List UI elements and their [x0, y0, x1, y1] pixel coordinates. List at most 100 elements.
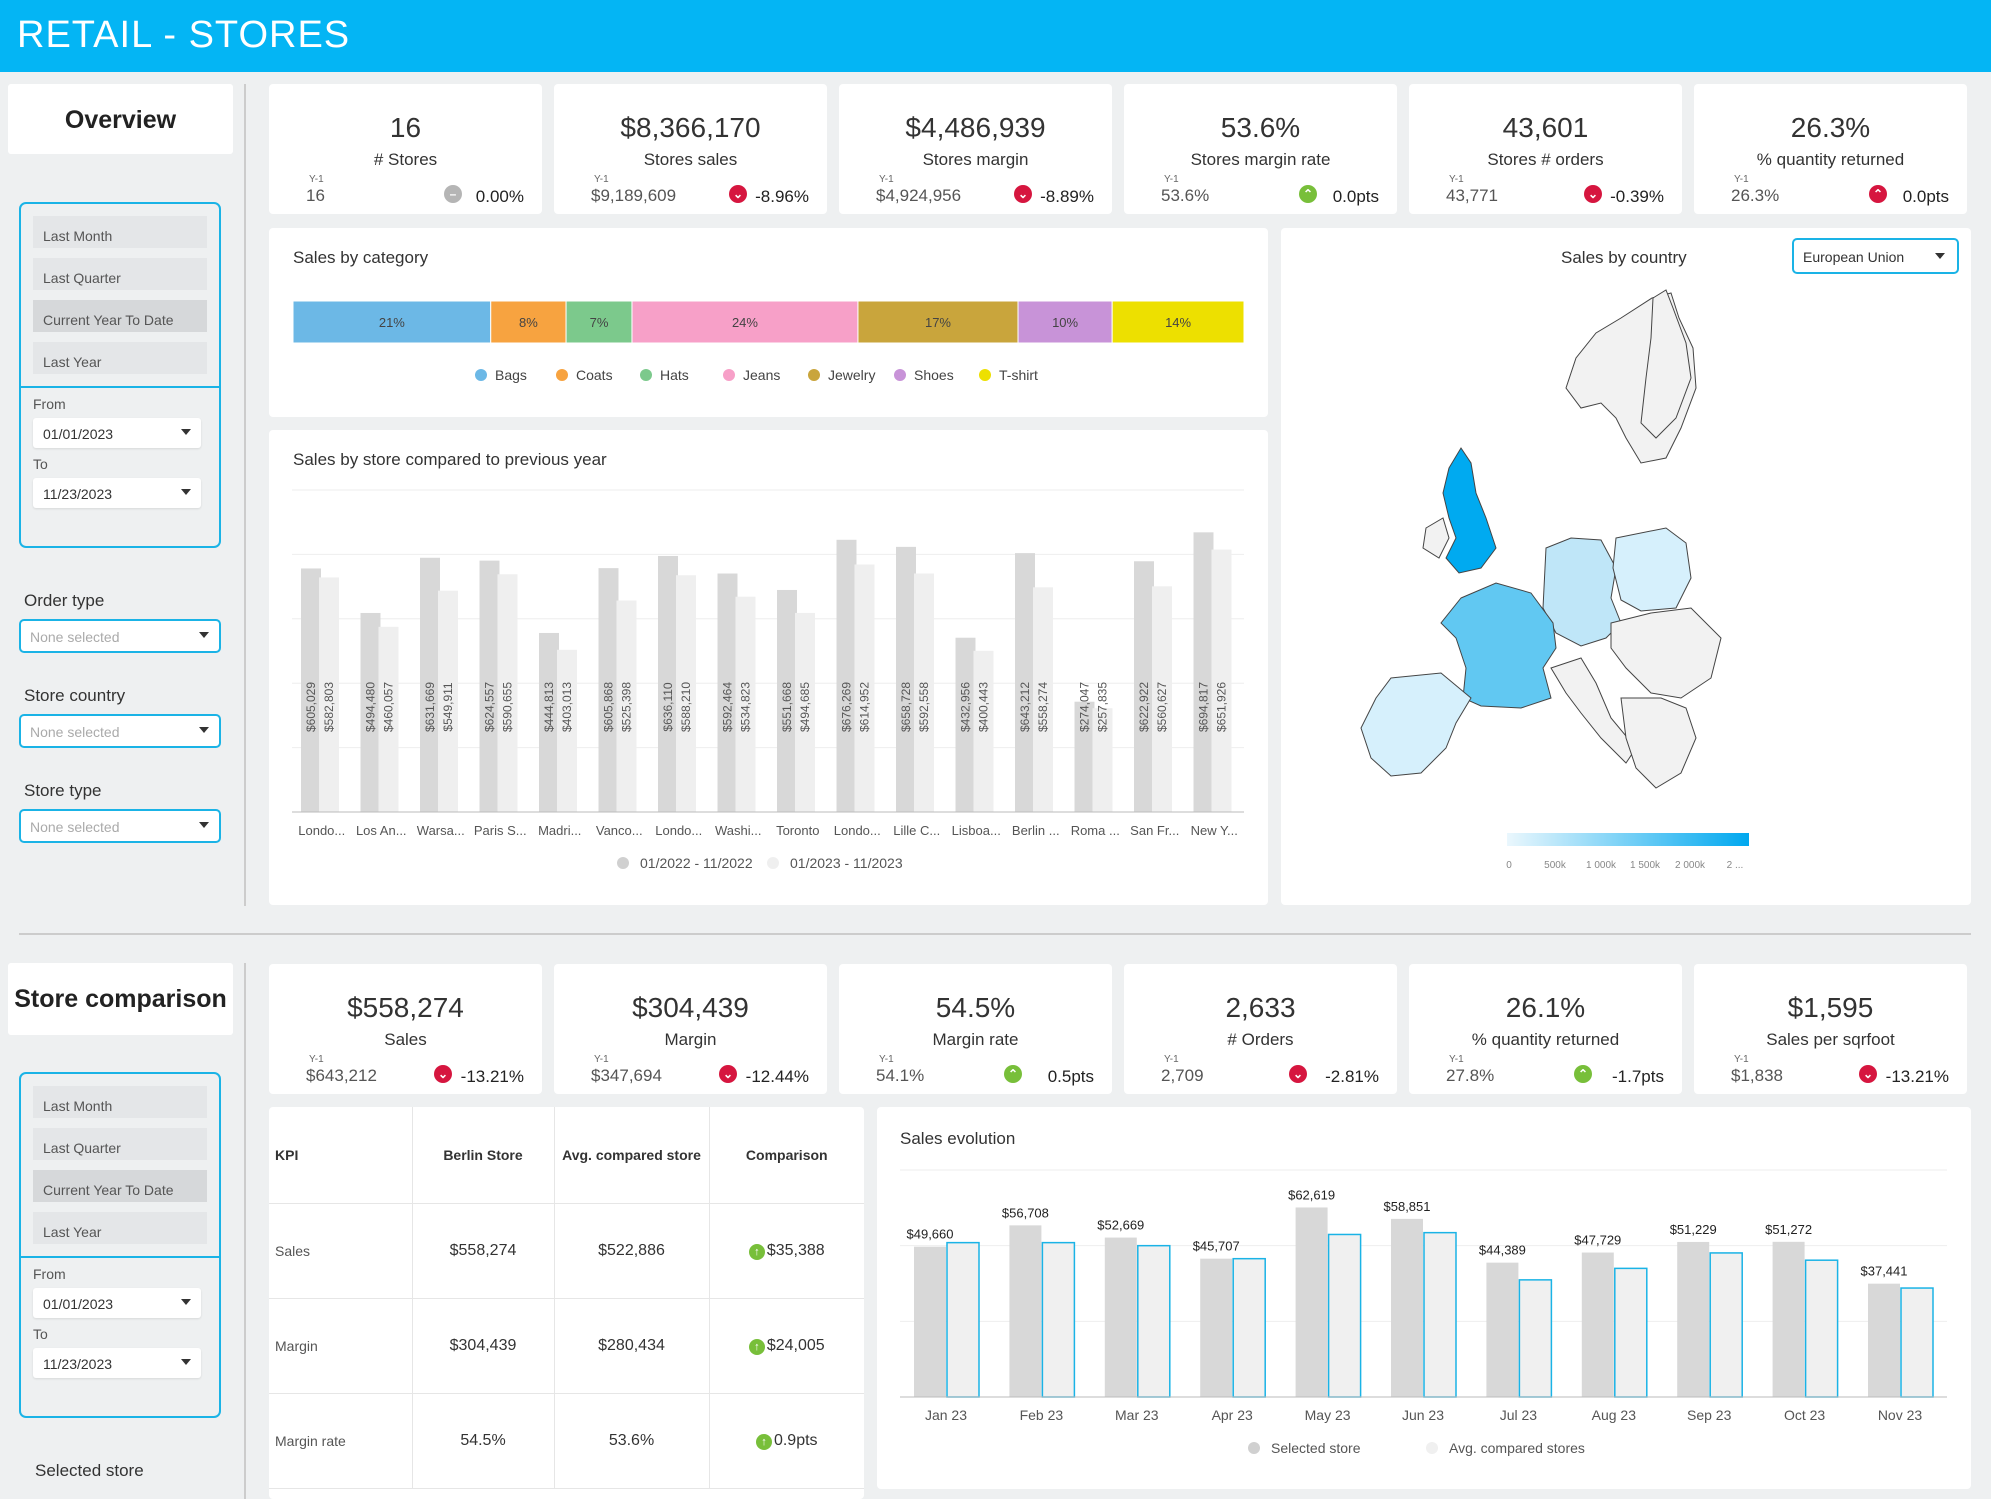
x-tick-label: Madri... — [538, 823, 581, 838]
trend-up-icon: ↑ — [748, 1338, 765, 1355]
store-bar-label: $658,728 — [899, 682, 913, 732]
selected-store-bar — [1295, 1207, 1328, 1397]
trend-up-icon: ↑ — [755, 1433, 772, 1450]
to-date-picker[interactable]: 11/23/2023 — [33, 478, 201, 508]
to-label: To — [33, 1326, 48, 1342]
kpi-change: 0.5pts — [1047, 1067, 1094, 1086]
table-header-cell: Comparison — [745, 1146, 828, 1163]
current-year-to-date-button[interactable]: Current Year To Date — [33, 300, 207, 332]
x-tick-label: Jan 23 — [925, 1407, 967, 1423]
store-bar-label: $588,210 — [679, 682, 693, 732]
category-segment-bags — [292, 300, 492, 344]
avg-store-bar — [1423, 1231, 1457, 1398]
selected-store-bar — [1581, 1252, 1614, 1397]
category-segment-label: 14% — [1165, 315, 1191, 330]
store-bar — [1211, 549, 1232, 812]
trend-down-icon: ⌄ — [729, 185, 747, 203]
legend-label: Avg. compared stores — [1449, 1440, 1585, 1456]
order-type-select[interactable]: None selected — [19, 619, 221, 653]
kpi-card: 2,633 # Orders Y-1 2,709 ⌄ -2.81% — [1124, 964, 1397, 1094]
store-bar-label: $525,398 — [620, 682, 634, 732]
x-tick-label: Feb 23 — [1020, 1407, 1064, 1423]
kpi-change: -2.81% — [1325, 1067, 1379, 1086]
current-year-to-date-button[interactable]: Current Year To Date — [33, 1170, 207, 1202]
from-date-value: 01/01/2023 — [43, 426, 114, 442]
avg-store-bar — [1900, 1287, 1934, 1398]
europe-map[interactable] — [1281, 228, 1971, 905]
store-bar — [854, 564, 875, 812]
section-divider — [19, 933, 1971, 935]
x-tick-label: Londo... — [655, 823, 702, 838]
comparison-value: $24,005 — [766, 1336, 825, 1354]
store-bar-label: $590,655 — [501, 682, 515, 732]
filter-divider — [21, 386, 219, 388]
store-country-label: Store country — [24, 686, 126, 705]
from-date-picker[interactable]: 01/01/2023 — [33, 418, 201, 448]
sales-by-store-title: Sales by store compared to previous year — [293, 450, 607, 469]
comparison-date-filter: Last Month Last Quarter Current Year To … — [19, 1072, 221, 1418]
bar-value-label: $47,729 — [1574, 1233, 1621, 1248]
kpi-prev-year-label: Y-1 — [1734, 1054, 1749, 1065]
scale-tick-label: 2 ... — [1727, 860, 1744, 871]
table-header-cell: Avg. compared store — [554, 1107, 710, 1203]
store-bar-label: $400,443 — [977, 682, 991, 732]
last-month-button[interactable]: Last Month — [33, 216, 207, 248]
store-country-select[interactable]: None selected — [19, 714, 221, 748]
store-bar — [557, 649, 577, 812]
kpi-prev-year-value: $9,189,609 — [591, 186, 677, 205]
last-quarter-button[interactable]: Last Quarter — [33, 1128, 207, 1160]
store-bar-label: $622,922 — [1137, 682, 1151, 732]
legend-label: Jeans — [743, 367, 780, 383]
from-date-picker[interactable]: 01/01/2023 — [33, 1288, 201, 1318]
selected-store-label: Selected store — [35, 1461, 144, 1480]
store-bar-label: $494,480 — [364, 682, 378, 732]
category-segment-label: 10% — [1052, 315, 1078, 330]
kpi-prev-year-label: Y-1 — [309, 174, 324, 185]
sales-by-category-title: Sales by category — [293, 248, 429, 267]
last-quarter-button[interactable]: Last Quarter — [33, 258, 207, 290]
kpi-value: 16 — [389, 112, 422, 143]
store-type-select[interactable]: None selected — [19, 809, 221, 843]
sales-by-category-chart: 21% 8% 7% 24% 17% 10% 14% Bags Coats Hats Jeans Jew… — [292, 300, 1245, 383]
table-row: Margin $304,439 $280,434 ↑ $24,005 — [269, 1298, 864, 1393]
trend-up-icon: ⌃ — [1299, 185, 1317, 203]
trend-down-icon: ⌄ — [434, 1065, 452, 1083]
selected-store-bar — [1677, 1241, 1710, 1397]
store-type-value: None selected — [30, 819, 120, 835]
avg-store-bar — [1804, 1259, 1839, 1398]
bar-value-label: $56,708 — [1002, 1205, 1049, 1220]
store-bar — [836, 539, 857, 812]
store-bar-label: $636,110 — [661, 682, 675, 731]
map-region-uk — [1442, 447, 1497, 574]
table-cell-comparison: ↑ $24,005 — [709, 1298, 864, 1393]
store-bar — [539, 632, 559, 812]
legend-swatch — [808, 369, 820, 381]
region-select[interactable]: European Union — [1792, 238, 1959, 274]
category-segment-label: 8% — [519, 315, 538, 330]
kpi-label: Stores margin rate — [1190, 150, 1331, 169]
last-month-button[interactable]: Last Month — [33, 1086, 207, 1118]
to-date-picker[interactable]: 11/23/2023 — [33, 1348, 201, 1378]
kpi-card: $1,595 Sales per sqrfoot Y-1 $1,838 ⌄ -13.21% — [1694, 964, 1967, 1094]
category-segment-shoes — [1017, 300, 1113, 344]
kpi-prev-year-value: $1,838 — [1731, 1066, 1783, 1085]
category-segment-t-shirt — [1111, 300, 1245, 344]
store-comparison-title: Store comparison — [8, 963, 233, 1035]
sales-by-country-title: Sales by country — [1561, 248, 1687, 267]
x-tick-label: Jul 23 — [1500, 1407, 1538, 1423]
last-year-button[interactable]: Last Year — [33, 1212, 207, 1244]
legend-label: Hats — [660, 367, 689, 383]
avg-store-bar — [1614, 1267, 1648, 1398]
kpi-card: $558,274 Sales Y-1 $643,212 ⌄ -13.21% — [269, 964, 542, 1094]
selected-store-bar — [1200, 1258, 1233, 1397]
store-bar — [795, 612, 815, 812]
kpi-label: Margin — [664, 1030, 717, 1049]
legend-swatch — [1426, 1442, 1438, 1454]
store-bar-label: $631,669 — [423, 682, 437, 732]
selected-store-bar — [1391, 1218, 1423, 1397]
kpi-label: % quantity returned — [1471, 1030, 1620, 1049]
kpi-value: 43,601 — [1502, 112, 1589, 143]
avg-store-bar — [946, 1241, 980, 1398]
last-year-button[interactable]: Last Year — [33, 342, 207, 374]
avg-store-bar — [1232, 1257, 1266, 1398]
